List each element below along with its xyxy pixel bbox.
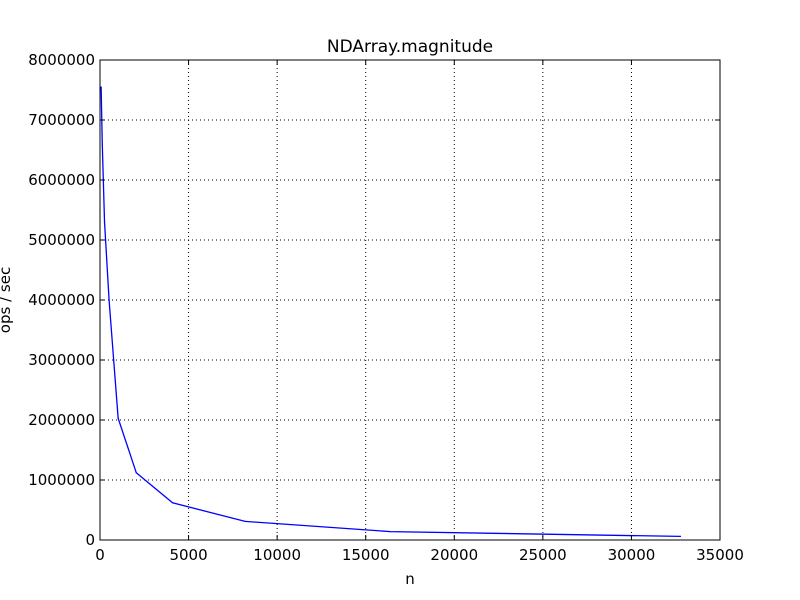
y-tick-label: 1000000	[28, 471, 95, 489]
data-point	[103, 221, 106, 223]
data-point	[108, 299, 110, 301]
x-tick-label: 10000	[253, 546, 301, 564]
y-tick-label: 4000000	[28, 291, 95, 309]
data-point	[244, 520, 246, 523]
x-tick-label: 35000	[696, 546, 744, 564]
ticks: 0 5000 10000 15000 20000 25000 30000 35000 0 1000…	[28, 51, 744, 564]
y-tick-label: 2000000	[28, 411, 95, 429]
x-tick-label: 30000	[608, 546, 656, 564]
y-tick-label: 3000000	[28, 351, 95, 369]
y-axis-label: ops / sec	[0, 267, 14, 333]
data-point	[100, 86, 102, 88]
x-tick-label: 20000	[430, 546, 478, 564]
x-tick-label: 5000	[169, 546, 207, 564]
data-point	[679, 535, 682, 538]
x-tick-label: 15000	[342, 546, 390, 564]
x-tick-label: 0	[95, 546, 105, 564]
data-point	[101, 143, 103, 145]
series-line	[100, 86, 681, 538]
chart-title: NDArray.magnitude	[327, 37, 493, 57]
data-point	[117, 417, 119, 419]
data-point	[171, 502, 174, 504]
y-tick-label: 6000000	[28, 171, 95, 189]
series-layer	[100, 86, 682, 538]
y-tick-label: 7000000	[28, 111, 95, 129]
y-tick-label: 8000000	[28, 51, 95, 69]
y-tick-label: 5000000	[28, 231, 95, 249]
x-axis-label: n	[405, 570, 415, 588]
data-point	[135, 472, 137, 474]
x-tick-label: 25000	[519, 546, 567, 564]
y-tick-label: 0	[85, 531, 95, 549]
data-point	[389, 531, 391, 533]
